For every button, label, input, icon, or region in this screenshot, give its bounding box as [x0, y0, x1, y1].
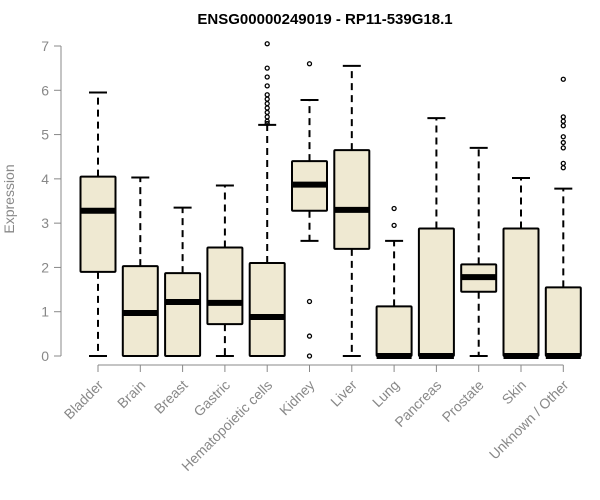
box-6 [291, 61, 328, 359]
x-tick-label: Lung [369, 377, 402, 410]
outlier-point [306, 298, 313, 305]
plot-area [79, 41, 582, 359]
outlier-point [264, 96, 270, 102]
box-9 [417, 117, 455, 359]
box-8 [375, 205, 413, 359]
outlier-point [560, 123, 566, 129]
box-12 [544, 76, 582, 359]
x-tick-label: Prostate [439, 377, 487, 425]
y-tick-label: 4 [41, 171, 49, 187]
iqr-box [502, 227, 540, 357]
box-7 [333, 64, 371, 357]
iqr-box [375, 305, 413, 357]
outlier-point [560, 118, 566, 124]
outlier-point [264, 100, 270, 107]
outlier-point [264, 105, 270, 111]
y-tick-label: 1 [41, 304, 49, 320]
outlier-point [391, 205, 397, 212]
y-tick-label: 2 [41, 259, 49, 275]
outlier-point [264, 65, 270, 71]
y-tick-label: 6 [41, 82, 49, 98]
outlier-point [264, 83, 270, 89]
y-axis-label: Expression [1, 164, 17, 233]
y-tick-label: 0 [41, 348, 49, 364]
outlier-point [264, 92, 270, 98]
box-1 [79, 91, 117, 357]
box-3 [164, 206, 202, 357]
outlier-point [560, 160, 566, 167]
outlier-point [391, 222, 397, 229]
outlier-point [264, 41, 270, 47]
y-tick-label: 3 [41, 215, 49, 231]
outlier-point [560, 114, 566, 120]
iqr-box [164, 272, 202, 357]
x-tick-label: Pancreas [391, 377, 444, 430]
outlier-point [560, 139, 566, 146]
box-2 [121, 176, 159, 358]
iqr-box [417, 227, 455, 357]
outlier-point [560, 134, 566, 140]
x-tick-label: Breast [151, 377, 191, 417]
iqr-box [248, 262, 286, 357]
iqr-box [544, 286, 582, 358]
x-tick-label: Skin [499, 377, 530, 408]
y-tick-label: 5 [41, 127, 49, 143]
iqr-box [206, 246, 244, 326]
x-tick-label: Brain [114, 377, 148, 411]
x-tick-label: Liver [327, 377, 360, 410]
outlier-point [264, 114, 270, 120]
outlier-point [560, 145, 566, 151]
box-4 [206, 184, 244, 357]
box-11 [502, 176, 540, 359]
box-5 [248, 41, 286, 357]
outlier-point [560, 165, 566, 171]
outlier-point [306, 333, 313, 339]
x-tick-label: Bladder [61, 377, 107, 423]
outlier-point [264, 109, 270, 116]
outlier-point [264, 120, 270, 127]
x-tick-label: Kidney [276, 377, 318, 419]
y-axis: 0 1 2 3 4 5 6 7 [41, 38, 62, 364]
outlier-point [560, 76, 566, 82]
x-tick-label: Unknown / Other [486, 377, 572, 463]
outlier-point [306, 61, 313, 67]
chart-title: ENSG00000249019 - RP11-539G18.1 [197, 11, 452, 28]
iqr-box [333, 149, 371, 250]
outlier-point [306, 353, 313, 359]
y-tick-label: 7 [41, 38, 49, 54]
iqr-box [79, 175, 117, 273]
outlier-point [264, 74, 270, 80]
box-10 [460, 146, 498, 357]
